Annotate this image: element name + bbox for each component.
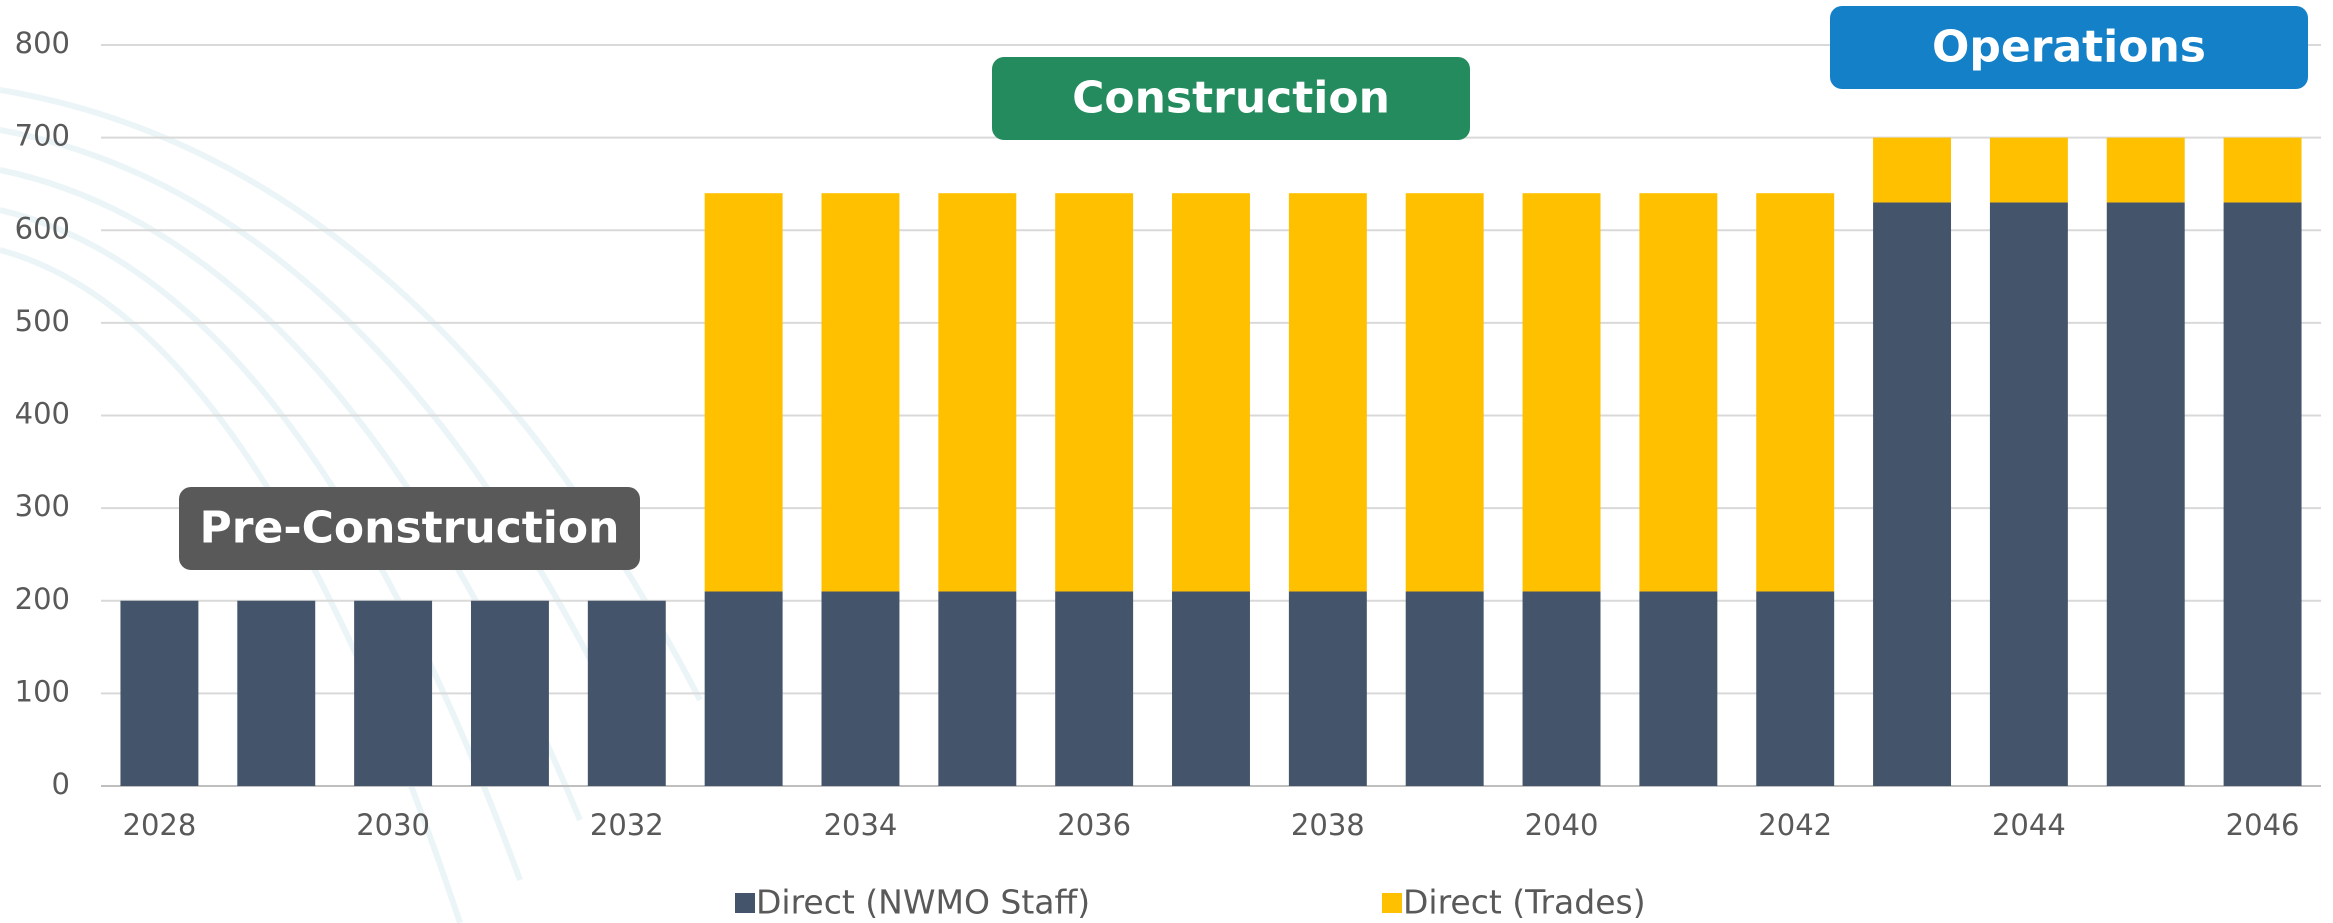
bar: [1873, 137, 1952, 203]
y-tick-label: 500: [15, 304, 70, 338]
bar: [1405, 591, 1484, 786]
x-tick-label: 2044: [1992, 808, 2066, 842]
x-tick-label: 2046: [2226, 808, 2300, 842]
bar: [938, 193, 1017, 592]
y-tick-label: 200: [15, 582, 70, 616]
bar: [1756, 591, 1835, 786]
annotation-box: [992, 57, 1470, 140]
x-tick-label: 2028: [123, 808, 197, 842]
bar: [2106, 137, 2185, 203]
annotation-label: Operations: [1932, 22, 2206, 73]
x-tick-label: 2038: [1291, 808, 1365, 842]
bar: [1172, 193, 1250, 592]
annotation-box: [1830, 6, 2308, 89]
x-tick-label: 2030: [356, 808, 430, 842]
bar: [704, 591, 783, 786]
x-tick-label: 2036: [1057, 808, 1131, 842]
bar: [1288, 591, 1367, 786]
bar: [354, 600, 433, 786]
bar: [1055, 591, 1134, 786]
bar: [938, 591, 1017, 786]
legend-label: Direct (NWMO Staff): [756, 883, 1090, 922]
bar: [1405, 193, 1484, 592]
bar: [1522, 591, 1601, 786]
bar: [1989, 137, 2068, 203]
bar: [587, 600, 666, 786]
y-tick-label: 800: [15, 26, 70, 60]
bar: [120, 600, 199, 786]
annotation-box: [179, 487, 640, 570]
bar: [821, 591, 900, 786]
bar: [1288, 193, 1367, 592]
legend-label: Direct (Trades): [1403, 883, 1646, 922]
y-tick-label: 700: [15, 119, 70, 153]
bar: [470, 600, 549, 786]
x-tick-label: 2034: [824, 808, 898, 842]
bar: [2223, 137, 2302, 203]
legend-swatch: [1382, 893, 1402, 913]
legend-swatch: [735, 893, 755, 913]
bar: [1873, 202, 1952, 786]
bar: [1989, 202, 2068, 786]
bar: [821, 193, 900, 592]
y-tick-label: 400: [15, 397, 70, 431]
annotation-label: Construction: [1072, 73, 1390, 124]
y-tick-label: 600: [15, 211, 70, 245]
bar: [1639, 193, 1718, 592]
bar: [704, 193, 783, 592]
x-tick-label: 2040: [1525, 808, 1599, 842]
y-tick-label: 0: [52, 767, 70, 801]
bar: [2106, 202, 2185, 786]
bar: [1522, 193, 1601, 592]
bar: [2223, 202, 2302, 786]
y-tick-label: 300: [15, 489, 70, 523]
bar: [1055, 193, 1134, 592]
bar: [1756, 193, 1835, 592]
bar: [1639, 591, 1718, 786]
bar: [237, 600, 316, 786]
x-tick-label: 2032: [590, 808, 664, 842]
bar: [1172, 591, 1250, 786]
x-tick-label: 2042: [1758, 808, 1832, 842]
y-tick-label: 100: [15, 674, 70, 708]
annotation-label: Pre-Construction: [200, 503, 620, 554]
